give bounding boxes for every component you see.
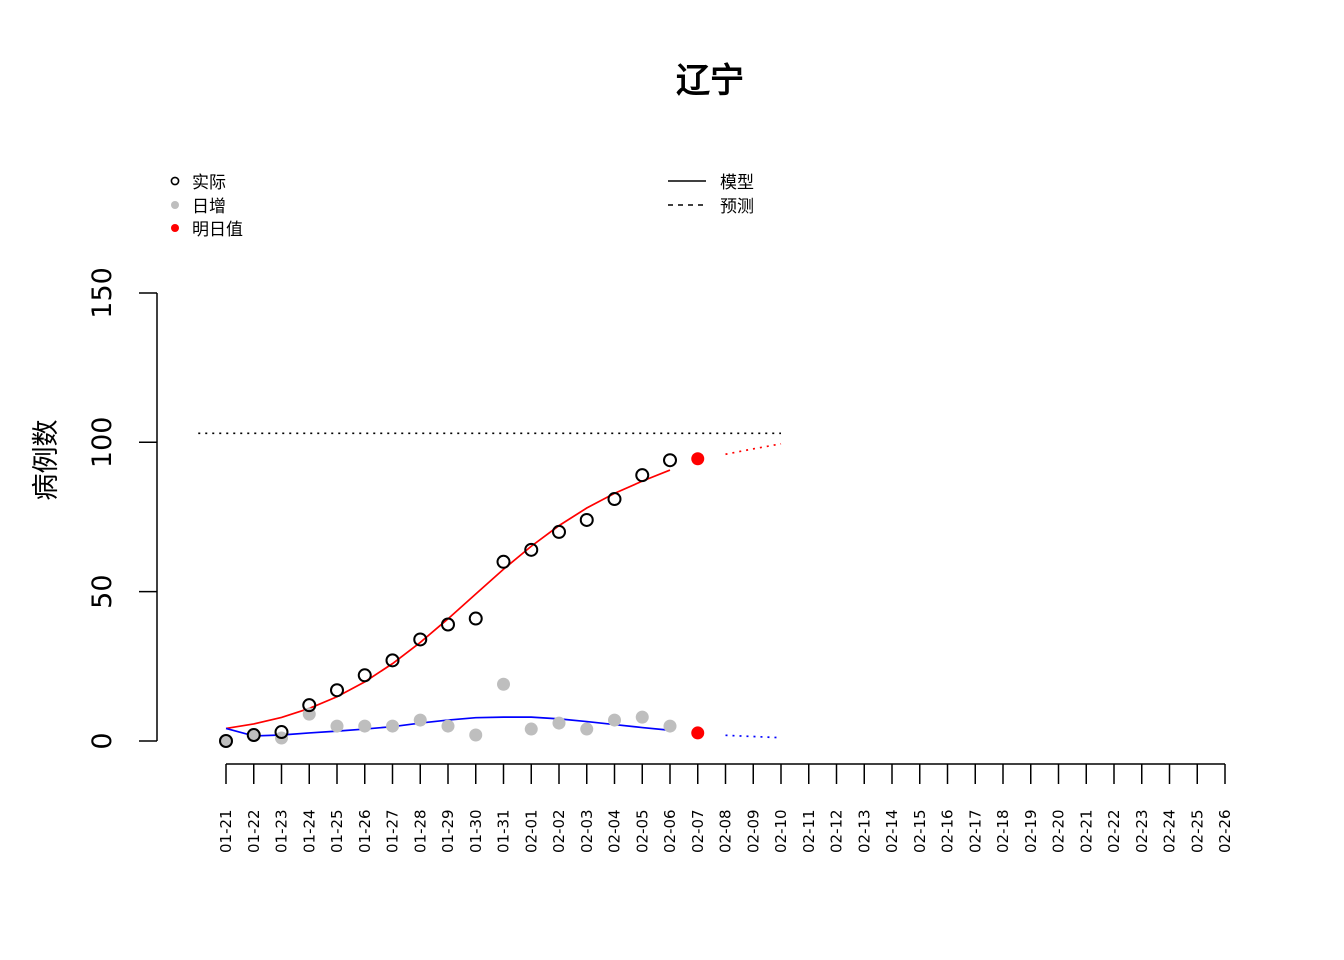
- x-tick-label: 02-22: [1105, 809, 1123, 853]
- x-tick-label: 02-23: [1133, 809, 1151, 853]
- daily-point: [635, 710, 649, 724]
- x-tick-label: 01-29: [439, 809, 457, 853]
- x-tick-label: 02-07: [689, 809, 707, 853]
- actual-point: [330, 683, 344, 698]
- x-tick-label: 01-25: [328, 809, 346, 853]
- x-tick-label: 02-11: [800, 809, 818, 853]
- x-tick-label: 02-10: [772, 809, 790, 853]
- x-tick-label: 01-24: [300, 809, 318, 853]
- x-tick-label: 02-04: [606, 809, 624, 853]
- actual-point: [607, 492, 622, 507]
- chart-title: 辽宁: [676, 61, 744, 101]
- actual-point: [302, 698, 317, 713]
- daily-point: [663, 719, 677, 733]
- daily-point: [469, 728, 483, 742]
- x-tick-label: 01-26: [356, 809, 374, 853]
- y-axis-label: 病例数: [31, 420, 62, 501]
- x-tick-label: 02-03: [578, 809, 596, 853]
- daily-point: [524, 722, 538, 736]
- daily-point: [413, 713, 427, 727]
- actual-point: [385, 653, 400, 668]
- x-tick-label: 02-18: [994, 809, 1012, 853]
- legend-actual-marker: [170, 176, 180, 186]
- daily-point: [219, 734, 233, 748]
- y-tick-label: 50: [87, 574, 118, 608]
- x-tick-label: 02-24: [1161, 809, 1179, 853]
- x-tick-label: 01-27: [384, 809, 402, 853]
- x-tick-label: 02-08: [717, 809, 735, 853]
- x-tick-label: 02-20: [1050, 809, 1068, 853]
- x-tick-label: 02-14: [883, 809, 901, 853]
- legend-model-label: 模型: [720, 173, 754, 193]
- x-tick-label: 02-02: [550, 809, 568, 853]
- actual-point: [413, 632, 428, 647]
- legend-next-day-marker: [171, 224, 179, 232]
- x-tick-label: 02-16: [939, 809, 957, 853]
- legend-next-day-label: 明日值: [192, 220, 243, 240]
- daily-point: [580, 722, 594, 736]
- legend-points: 实际 日增 明日值: [170, 173, 243, 240]
- daily-point: [441, 719, 455, 733]
- x-tick-label: 01-21: [217, 809, 235, 853]
- model-cumulative-line: [225, 469, 671, 730]
- x-tick-label: 01-28: [411, 809, 429, 853]
- actual-point: [524, 542, 539, 557]
- legend-lines: 模型 预测: [668, 173, 754, 217]
- legend-actual-label: 实际: [192, 173, 226, 193]
- actual-point: [579, 512, 594, 527]
- next-day-point: [691, 726, 705, 740]
- legend-forecast-label: 预测: [720, 197, 754, 217]
- x-tick-label: 02-21: [1077, 809, 1095, 853]
- legend-daily-marker: [171, 201, 179, 209]
- daily-point: [497, 677, 510, 691]
- x-tick-label: 01-22: [245, 809, 263, 853]
- actual-point: [274, 725, 289, 740]
- x-tick-label: 02-15: [911, 809, 929, 853]
- actual-point: [219, 734, 233, 748]
- x-tick-label: 02-17: [966, 809, 984, 853]
- daily-point: [552, 716, 566, 730]
- actual-point: [441, 617, 455, 632]
- actual-point: [496, 554, 511, 569]
- legend-daily-label: 日增: [192, 197, 226, 217]
- forecast-cumulative-line: [725, 442, 782, 456]
- next-day-point: [691, 452, 705, 466]
- x-tick-label: 02-26: [1216, 809, 1234, 853]
- actual-point: [663, 453, 677, 468]
- y-axis: 0 50 100 150: [87, 267, 158, 750]
- x-tick-label: 02-12: [828, 809, 846, 853]
- daily-point: [247, 728, 261, 742]
- x-tick-label: 02-09: [744, 809, 762, 853]
- x-tick-label: 01-23: [273, 809, 291, 853]
- daily-point: [330, 719, 344, 733]
- x-tick-label: 02-19: [1022, 809, 1040, 853]
- daily-point: [386, 719, 399, 733]
- forecast-daily-line: [725, 734, 782, 739]
- x-tick-label: 02-25: [1188, 809, 1206, 853]
- x-tick-label: 01-30: [467, 809, 485, 853]
- daily-point: [608, 713, 621, 727]
- y-tick-label: 0: [87, 732, 118, 749]
- chart-marks: [198, 432, 782, 748]
- x-tick-label: 02-05: [633, 809, 651, 853]
- actual-point: [357, 668, 372, 683]
- actual-point: [468, 611, 483, 626]
- x-tick-label: 01-31: [495, 809, 513, 853]
- y-tick-label: 150: [87, 267, 118, 319]
- x-axis: 01-21 01-22 01-23 01-24 01-25 01-26 01-27 01-28…: [217, 763, 1234, 853]
- daily-point: [358, 719, 372, 733]
- actual-point: [246, 728, 261, 743]
- x-tick-label: 02-06: [661, 809, 679, 853]
- actual-point: [552, 524, 566, 539]
- y-tick-label: 100: [87, 417, 118, 469]
- x-tick-label: 02-13: [855, 809, 873, 853]
- x-tick-label: 02-01: [522, 809, 540, 853]
- actual-point: [635, 468, 650, 483]
